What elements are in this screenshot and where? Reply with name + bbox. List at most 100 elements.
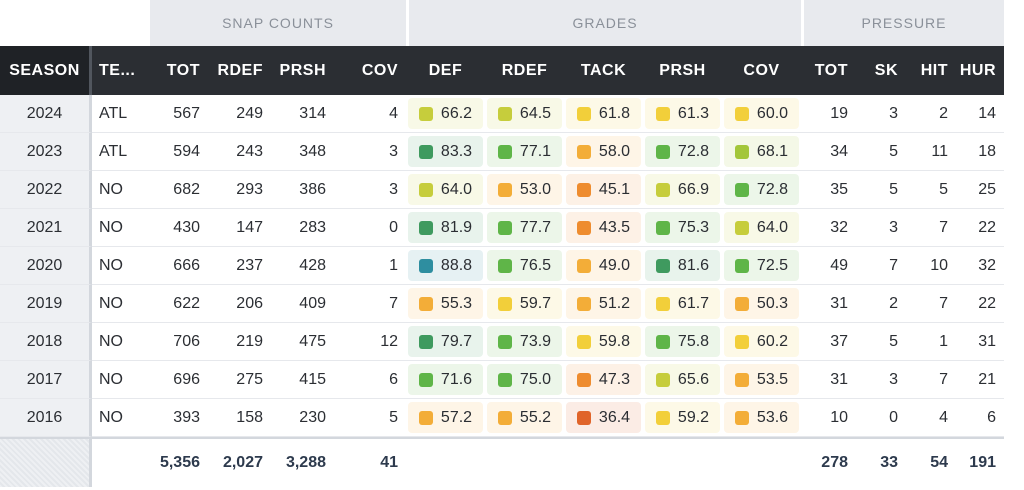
season-cell[interactable]: 2022 xyxy=(0,171,92,209)
snap-cov-cell: 12 xyxy=(334,323,406,361)
grade-color-swatch-icon xyxy=(734,334,749,349)
column-header-snap-tot[interactable]: TOT xyxy=(150,46,208,95)
grade-tack-cell: 36.4 xyxy=(564,399,643,437)
grade-cov-cell: 50.3 xyxy=(722,285,801,323)
grade-color-swatch-icon xyxy=(576,258,591,273)
grade-pill: 72.5 xyxy=(724,250,799,281)
grade-value: 75.8 xyxy=(677,332,710,350)
grade-cov-cell: 68.1 xyxy=(722,133,801,171)
grade-tack-cell: 43.5 xyxy=(564,209,643,247)
grade-def-cell: 88.8 xyxy=(406,247,485,285)
team-cell[interactable]: NO xyxy=(92,323,150,361)
pressure-hit-cell: 1 xyxy=(906,323,956,361)
grade-pill: 60.2 xyxy=(724,326,799,357)
snap-tot-cell: 666 xyxy=(150,247,208,285)
totals-pressure-hur: 191 xyxy=(956,437,1004,487)
team-cell[interactable]: NO xyxy=(92,209,150,247)
grade-pill: 83.3 xyxy=(408,136,483,167)
grade-color-swatch-icon xyxy=(655,182,670,197)
grade-pill: 43.5 xyxy=(566,212,641,243)
grade-prsh-cell: 65.6 xyxy=(643,361,722,399)
group-header-pressure: PRESSURE xyxy=(801,0,1004,46)
season-cell[interactable]: 2023 xyxy=(0,133,92,171)
team-cell[interactable]: NO xyxy=(92,361,150,399)
column-header-grade-cov[interactable]: COV xyxy=(722,46,801,95)
grade-pill: 71.6 xyxy=(408,364,483,395)
grade-cov-cell: 72.5 xyxy=(722,247,801,285)
snap-rdef-cell: 249 xyxy=(208,95,271,133)
column-header-grade-rdef[interactable]: RDEF xyxy=(485,46,564,95)
season-cell[interactable]: 2019 xyxy=(0,285,92,323)
pressure-tot-cell: 37 xyxy=(801,323,856,361)
grade-value: 49.0 xyxy=(598,256,631,274)
snap-cov-cell: 0 xyxy=(334,209,406,247)
column-header-grade-def[interactable]: DEF xyxy=(406,46,485,95)
column-header-snap-prsh[interactable]: PRSH xyxy=(271,46,334,95)
season-cell[interactable]: 2024 xyxy=(0,95,92,133)
grade-cov-cell: 72.8 xyxy=(722,171,801,209)
snap-prsh-cell: 428 xyxy=(271,247,334,285)
snap-tot-cell: 594 xyxy=(150,133,208,171)
grade-color-swatch-icon xyxy=(497,334,512,349)
team-cell[interactable]: ATL xyxy=(92,133,150,171)
column-header-grade-prsh[interactable]: PRSH xyxy=(643,46,722,95)
snap-rdef-cell: 243 xyxy=(208,133,271,171)
team-cell[interactable]: ATL xyxy=(92,95,150,133)
column-header-pressure-tot[interactable]: TOT xyxy=(801,46,856,95)
grade-def-cell: 55.3 xyxy=(406,285,485,323)
grade-tack-cell: 61.8 xyxy=(564,95,643,133)
pressure-sk-cell: 7 xyxy=(856,247,906,285)
grade-prsh-cell: 72.8 xyxy=(643,133,722,171)
column-header-snap-rdef[interactable]: RDEF xyxy=(208,46,271,95)
grade-value: 55.2 xyxy=(519,408,552,426)
column-header-snap-cov[interactable]: COV xyxy=(334,46,406,95)
grade-pill: 61.7 xyxy=(645,288,720,319)
team-cell[interactable]: NO xyxy=(92,247,150,285)
season-cell[interactable]: 2020 xyxy=(0,247,92,285)
grade-value: 75.0 xyxy=(519,370,552,388)
grade-value: 77.1 xyxy=(519,142,552,160)
snap-prsh-cell: 314 xyxy=(271,95,334,133)
team-cell[interactable]: NO xyxy=(92,285,150,323)
grade-color-swatch-icon xyxy=(734,296,749,311)
grade-tack-cell: 51.2 xyxy=(564,285,643,323)
grade-value: 51.2 xyxy=(598,294,631,312)
grade-prsh-cell: 81.6 xyxy=(643,247,722,285)
snap-tot-cell: 622 xyxy=(150,285,208,323)
column-header-grade-tack[interactable]: TACK xyxy=(564,46,643,95)
season-cell[interactable]: 2017 xyxy=(0,361,92,399)
grade-value: 60.0 xyxy=(756,104,789,122)
grade-value: 53.6 xyxy=(756,408,789,426)
grade-pill: 59.2 xyxy=(645,402,720,433)
column-header-season[interactable]: SEASON xyxy=(0,46,92,95)
grade-color-swatch-icon xyxy=(734,144,749,159)
season-cell[interactable]: 2021 xyxy=(0,209,92,247)
grade-color-swatch-icon xyxy=(497,106,512,121)
grade-pill: 79.7 xyxy=(408,326,483,357)
pressure-sk-cell: 5 xyxy=(856,171,906,209)
pressure-hit-cell: 10 xyxy=(906,247,956,285)
grade-pill: 72.8 xyxy=(724,174,799,205)
grade-color-swatch-icon xyxy=(734,106,749,121)
grade-pill: 51.2 xyxy=(566,288,641,319)
grade-value: 65.6 xyxy=(677,370,710,388)
pressure-sk-cell: 3 xyxy=(856,95,906,133)
season-cell[interactable]: 2018 xyxy=(0,323,92,361)
grade-pill: 59.8 xyxy=(566,326,641,357)
team-cell[interactable]: NO xyxy=(92,171,150,209)
season-cell[interactable]: 2016 xyxy=(0,399,92,437)
pressure-hur-cell: 31 xyxy=(956,323,1004,361)
column-header-pressure-hur[interactable]: HUR xyxy=(956,46,1004,95)
snap-rdef-cell: 206 xyxy=(208,285,271,323)
grade-pill: 49.0 xyxy=(566,250,641,281)
pressure-sk-cell: 3 xyxy=(856,361,906,399)
totals-snap-tot: 5,356 xyxy=(150,437,208,487)
column-header-pressure-hit[interactable]: HIT xyxy=(906,46,956,95)
grade-color-swatch-icon xyxy=(497,372,512,387)
team-cell[interactable]: NO xyxy=(92,399,150,437)
grade-value: 71.6 xyxy=(440,370,473,388)
column-header-team[interactable]: TE... xyxy=(92,46,150,95)
snap-tot-cell: 706 xyxy=(150,323,208,361)
grade-color-swatch-icon xyxy=(655,334,670,349)
column-header-pressure-sk[interactable]: SK xyxy=(856,46,906,95)
